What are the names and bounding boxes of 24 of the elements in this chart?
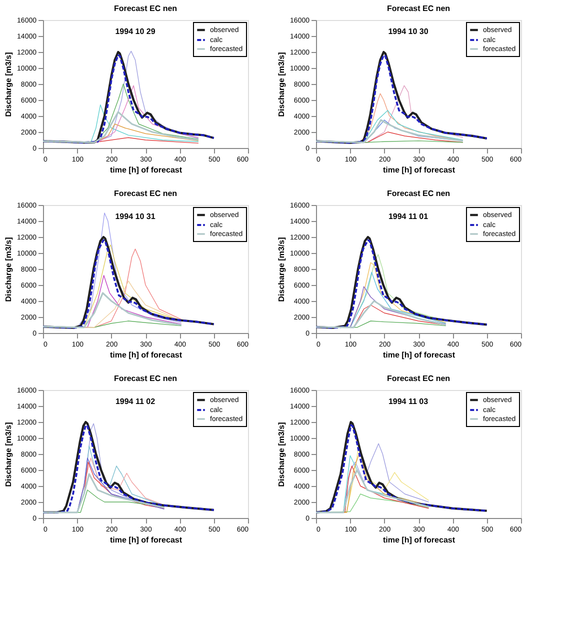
chart-title: Forecast EC nen [386, 189, 450, 198]
annotation: 1994 11 01 [388, 212, 429, 221]
chart-title: Forecast EC nen [114, 189, 178, 198]
chart-title: Forecast EC nen [386, 4, 450, 13]
y-axis-title: Discharge [m3/s] [277, 236, 286, 302]
y-axis-title: Discharge [m3/s] [277, 422, 286, 487]
chart-title: Forecast EC nen [114, 374, 178, 383]
x-axis-title: time [h] of forecast [382, 350, 456, 360]
y-axis-title: Discharge [m3/s] [4, 422, 14, 487]
chart-title: Forecast EC nen [386, 374, 450, 383]
y-axis-title: Discharge [m3/s] [4, 236, 14, 302]
y-axis-title: Discharge [m3/s] [277, 52, 286, 117]
x-axis-title: time [h] of forecast [110, 536, 182, 544]
chart-title: Forecast EC nen [114, 4, 178, 13]
annotation: 1994 10 30 [388, 27, 429, 36]
annotation: 1994 10 29 [115, 27, 156, 36]
y-axis-title: Discharge [m3/s] [4, 52, 14, 117]
x-axis-title: time [h] of forecast [382, 536, 456, 544]
x-axis-title: time [h] of forecast [110, 166, 182, 174]
annotation: 1994 11 03 [388, 397, 429, 406]
annotation: 1994 10 31 [115, 212, 156, 221]
x-axis-title: time [h] of forecast [382, 166, 456, 174]
annotation: 1994 11 02 [115, 397, 156, 406]
x-axis-title: time [h] of forecast [110, 350, 182, 360]
